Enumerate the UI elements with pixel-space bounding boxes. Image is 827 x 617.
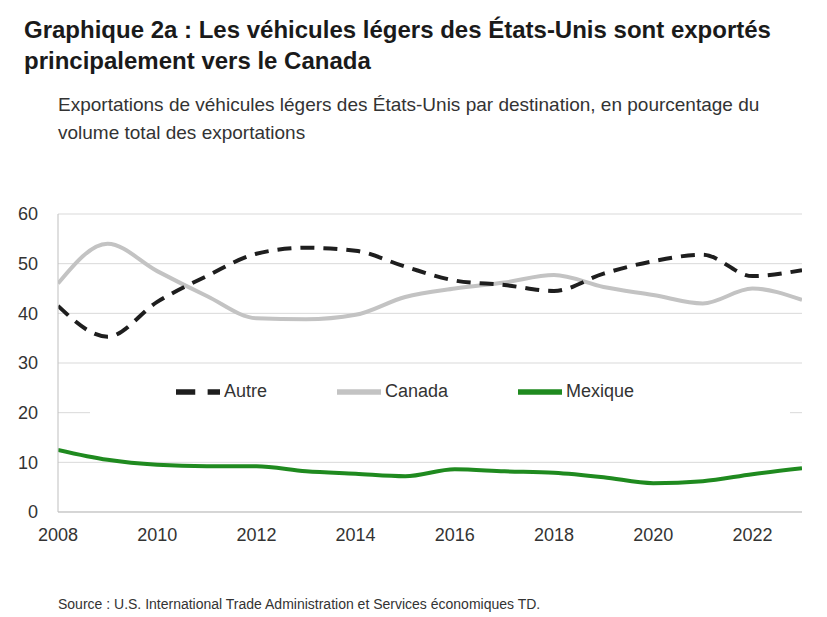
html-text:Mexique: Mexique <box>566 380 635 401</box>
html-text:Graphique 2a : Les véhicules l: Graphique 2a : Les véhicules légers des … <box>24 16 771 74</box>
html-text:Autre: Autre <box>223 380 267 401</box>
html-text:Exportations de véhicules lége: Exportations de véhicules légers des Éta… <box>58 94 760 143</box>
svg-text:2010: 2010 <box>137 525 177 545</box>
svg-text:2018: 2018 <box>534 525 574 545</box>
svg-text:10: 10 <box>18 453 38 473</box>
svg-text:2020: 2020 <box>633 525 673 545</box>
html-text:Canada: Canada <box>385 380 448 401</box>
svg-text:2008: 2008 <box>38 525 78 545</box>
svg-text:2022: 2022 <box>732 525 772 545</box>
html-text:Source : U.S. International Tr: Source : U.S. International Trade Admini… <box>58 596 541 612</box>
svg-text:40: 40 <box>18 304 38 324</box>
svg-text:50: 50 <box>18 254 38 274</box>
svg-text:2014: 2014 <box>336 525 376 545</box>
svg-text:0: 0 <box>28 502 38 522</box>
svg-text:2012: 2012 <box>236 525 276 545</box>
svg-text:2016: 2016 <box>435 525 475 545</box>
svg-text:60: 60 <box>18 204 38 224</box>
svg-text:30: 30 <box>18 353 38 373</box>
svg-text:20: 20 <box>18 403 38 423</box>
